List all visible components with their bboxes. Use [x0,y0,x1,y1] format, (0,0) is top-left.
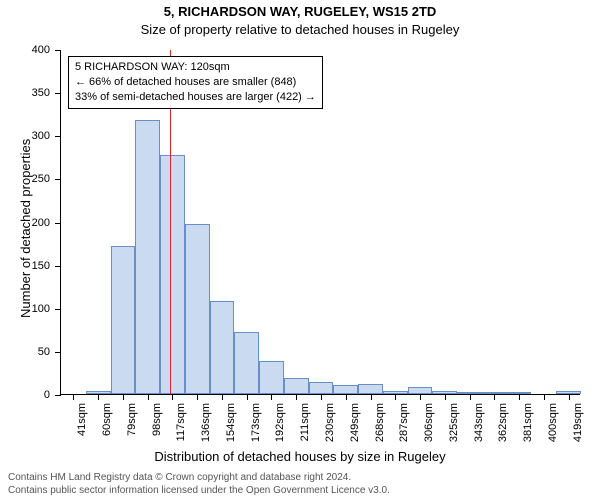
x-tick-label: 343sqm [473,403,485,442]
footer-line-1: Contains HM Land Registry data © Crown c… [8,472,390,485]
x-tick-label: 287sqm [398,403,410,442]
x-tick [544,394,545,400]
x-tick-label: 192sqm [274,403,286,442]
x-tick [371,394,372,400]
x-tick-label: 117sqm [175,403,187,441]
y-tick [55,352,61,353]
y-tick [55,50,61,51]
x-tick-label: 306sqm [423,403,435,442]
x-tick [172,394,173,400]
bar [309,382,334,394]
y-tick-label: 400 [24,44,50,56]
bar [408,387,433,394]
info-line-2: ← 66% of detached houses are smaller (84… [75,75,316,90]
x-tick [123,394,124,400]
x-tick [470,394,471,400]
x-tick-label: 41sqm [76,403,88,436]
y-tick [55,395,61,396]
bar [234,332,259,394]
y-tick [55,223,61,224]
bar [135,120,160,394]
x-tick [569,394,570,400]
x-tick-label: 362sqm [497,403,509,442]
x-tick-label: 173sqm [250,403,262,442]
y-tick-label: 50 [24,346,50,358]
bar [185,224,210,394]
x-tick [222,394,223,400]
x-tick-label: 79sqm [126,403,138,436]
x-tick-label: 136sqm [200,403,212,442]
x-tick [420,394,421,400]
info-line-3: 33% of semi-detached houses are larger (… [75,90,316,105]
x-tick-label: 98sqm [151,403,163,436]
x-tick [73,394,74,400]
x-tick-label: 325sqm [448,403,460,442]
x-tick-label: 230sqm [324,403,336,442]
bar [358,384,383,394]
bar [333,385,358,394]
y-tick [55,266,61,267]
x-tick-label: 400sqm [547,403,559,442]
info-box: 5 RICHARDSON WAY: 120sqm ← 66% of detach… [68,56,323,109]
x-tick [346,394,347,400]
x-tick [519,394,520,400]
x-tick-label: 154sqm [225,403,237,442]
bar [259,361,284,394]
x-tick [395,394,396,400]
y-axis-label: Number of detached properties [18,138,33,317]
x-tick [197,394,198,400]
x-tick-label: 60sqm [101,403,113,436]
footer: Contains HM Land Registry data © Crown c… [8,472,390,497]
page-title: 5, RICHARDSON WAY, RUGELEY, WS15 2TD [0,4,600,19]
bar [111,246,136,394]
x-tick [98,394,99,400]
y-tick [55,93,61,94]
bar [284,378,309,394]
x-tick [445,394,446,400]
bar [210,301,235,394]
x-tick [148,394,149,400]
bar [160,155,185,394]
x-tick [296,394,297,400]
x-tick [321,394,322,400]
x-tick [271,394,272,400]
footer-line-2: Contains public sector information licen… [8,485,390,498]
page-subtitle: Size of property relative to detached ho… [0,22,600,37]
x-tick-label: 268sqm [374,403,386,442]
y-tick [55,136,61,137]
y-tick-label: 0 [24,389,50,401]
x-tick [247,394,248,400]
x-tick [494,394,495,400]
x-tick-label: 381sqm [522,403,534,442]
info-line-1: 5 RICHARDSON WAY: 120sqm [75,60,316,75]
x-tick-label: 419sqm [572,403,584,442]
x-tick-label: 211sqm [299,403,311,441]
y-tick [55,179,61,180]
x-tick-label: 249sqm [349,403,361,442]
x-axis-label: Distribution of detached houses by size … [0,449,600,464]
y-tick [55,309,61,310]
y-tick-label: 350 [24,87,50,99]
